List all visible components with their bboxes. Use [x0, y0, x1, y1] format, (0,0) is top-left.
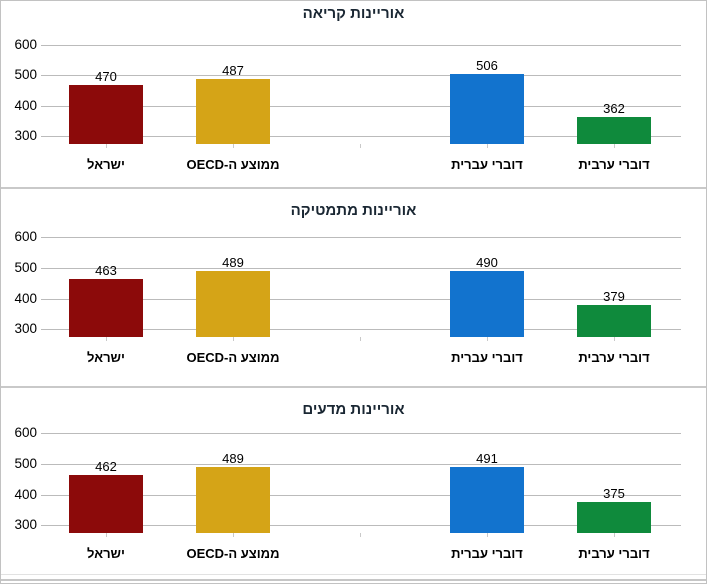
bar [196, 271, 270, 337]
bottom-divider-line [1, 579, 706, 581]
x-axis-label: דוברי עברית [451, 350, 523, 365]
bar-value-label: 491 [476, 451, 498, 466]
x-axis-tick [106, 144, 107, 148]
bar-value-label: 362 [603, 101, 625, 116]
chart-title: אוריינות מדעים [302, 401, 405, 418]
bar-value-label: 489 [222, 255, 244, 270]
bottom-strip [1, 574, 706, 583]
gridline [41, 329, 681, 330]
bar [69, 85, 143, 144]
x-axis-label: דוברי ערבית [578, 350, 650, 365]
x-axis-tick [233, 144, 234, 148]
gridline [41, 106, 681, 107]
bar [450, 467, 524, 533]
gridline [41, 433, 681, 434]
x-axis-label: דוברי ערבית [578, 546, 650, 561]
x-axis-tick [233, 533, 234, 537]
gridline [41, 495, 681, 496]
bar-value-label: 489 [222, 451, 244, 466]
x-axis-label: ממוצע ה-OECD [186, 546, 280, 561]
bar [69, 279, 143, 337]
bar [450, 271, 524, 337]
gridline [41, 75, 681, 76]
bar [577, 502, 651, 533]
x-axis-label: ממוצע ה-OECD [186, 350, 280, 365]
bar-value-label: 506 [476, 58, 498, 73]
x-axis-label: דוברי עברית [451, 157, 523, 172]
bar-value-label: 463 [95, 263, 117, 278]
chart-title: אוריינות קריאה [302, 5, 405, 22]
bar [69, 475, 143, 533]
x-axis-tick [487, 533, 488, 537]
gridline [41, 464, 681, 465]
x-axis-label: ישראל [87, 350, 125, 365]
x-axis-label: דוברי עברית [451, 546, 523, 561]
bar [577, 305, 651, 337]
bar-value-label: 470 [95, 69, 117, 84]
y-axis-label: 300 [14, 321, 37, 336]
y-axis-label: 600 [14, 229, 37, 244]
y-axis-label: 400 [14, 487, 37, 502]
x-axis-tick [487, 337, 488, 341]
x-axis-tick [106, 533, 107, 537]
chart-panel-reading: אוריינות קריאה 300 400 500 600 ישראל 470 ממוצע… [1, 1, 706, 187]
y-axis-label: 400 [14, 98, 37, 113]
x-axis-label: דוברי ערבית [578, 157, 650, 172]
chart-panel-math: אוריינות מתמטיקה 300 400 500 600 ישראל 463 ממו… [1, 187, 706, 386]
bar [577, 117, 651, 144]
x-axis-tick [614, 533, 615, 537]
chart-title: אוריינות מתמטיקה [290, 202, 417, 219]
bar-value-label: 379 [603, 289, 625, 304]
bar [196, 467, 270, 533]
gridline [41, 268, 681, 269]
y-axis-label: 600 [14, 425, 37, 440]
gridline [41, 136, 681, 137]
x-axis-label: ישראל [87, 546, 125, 561]
bar-value-label: 375 [603, 486, 625, 501]
x-axis-tick [360, 533, 361, 537]
y-axis-label: 500 [14, 67, 37, 82]
x-axis-tick [360, 144, 361, 148]
x-axis-label: ישראל [87, 157, 125, 172]
x-axis-label: ממוצע ה-OECD [186, 157, 280, 172]
y-axis-label: 600 [14, 37, 37, 52]
bar-value-label: 487 [222, 63, 244, 78]
gridline [41, 525, 681, 526]
chart-panel-science: אוריינות מדעים 300 400 500 600 ישראל 462 ממוצע… [1, 386, 706, 574]
bar [450, 74, 524, 144]
bar-value-label: 490 [476, 255, 498, 270]
y-axis-label: 300 [14, 128, 37, 143]
x-axis-tick [233, 337, 234, 341]
y-axis-label: 300 [14, 517, 37, 532]
gridline [41, 45, 681, 46]
gridline [41, 299, 681, 300]
x-axis-tick [614, 144, 615, 148]
y-axis-label: 400 [14, 291, 37, 306]
y-axis-label: 500 [14, 456, 37, 471]
gridline [41, 237, 681, 238]
x-axis-tick [106, 337, 107, 341]
x-axis-tick [487, 144, 488, 148]
bar [196, 79, 270, 144]
y-axis-label: 500 [14, 260, 37, 275]
bar-value-label: 462 [95, 459, 117, 474]
x-axis-tick [360, 337, 361, 341]
x-axis-tick [614, 337, 615, 341]
